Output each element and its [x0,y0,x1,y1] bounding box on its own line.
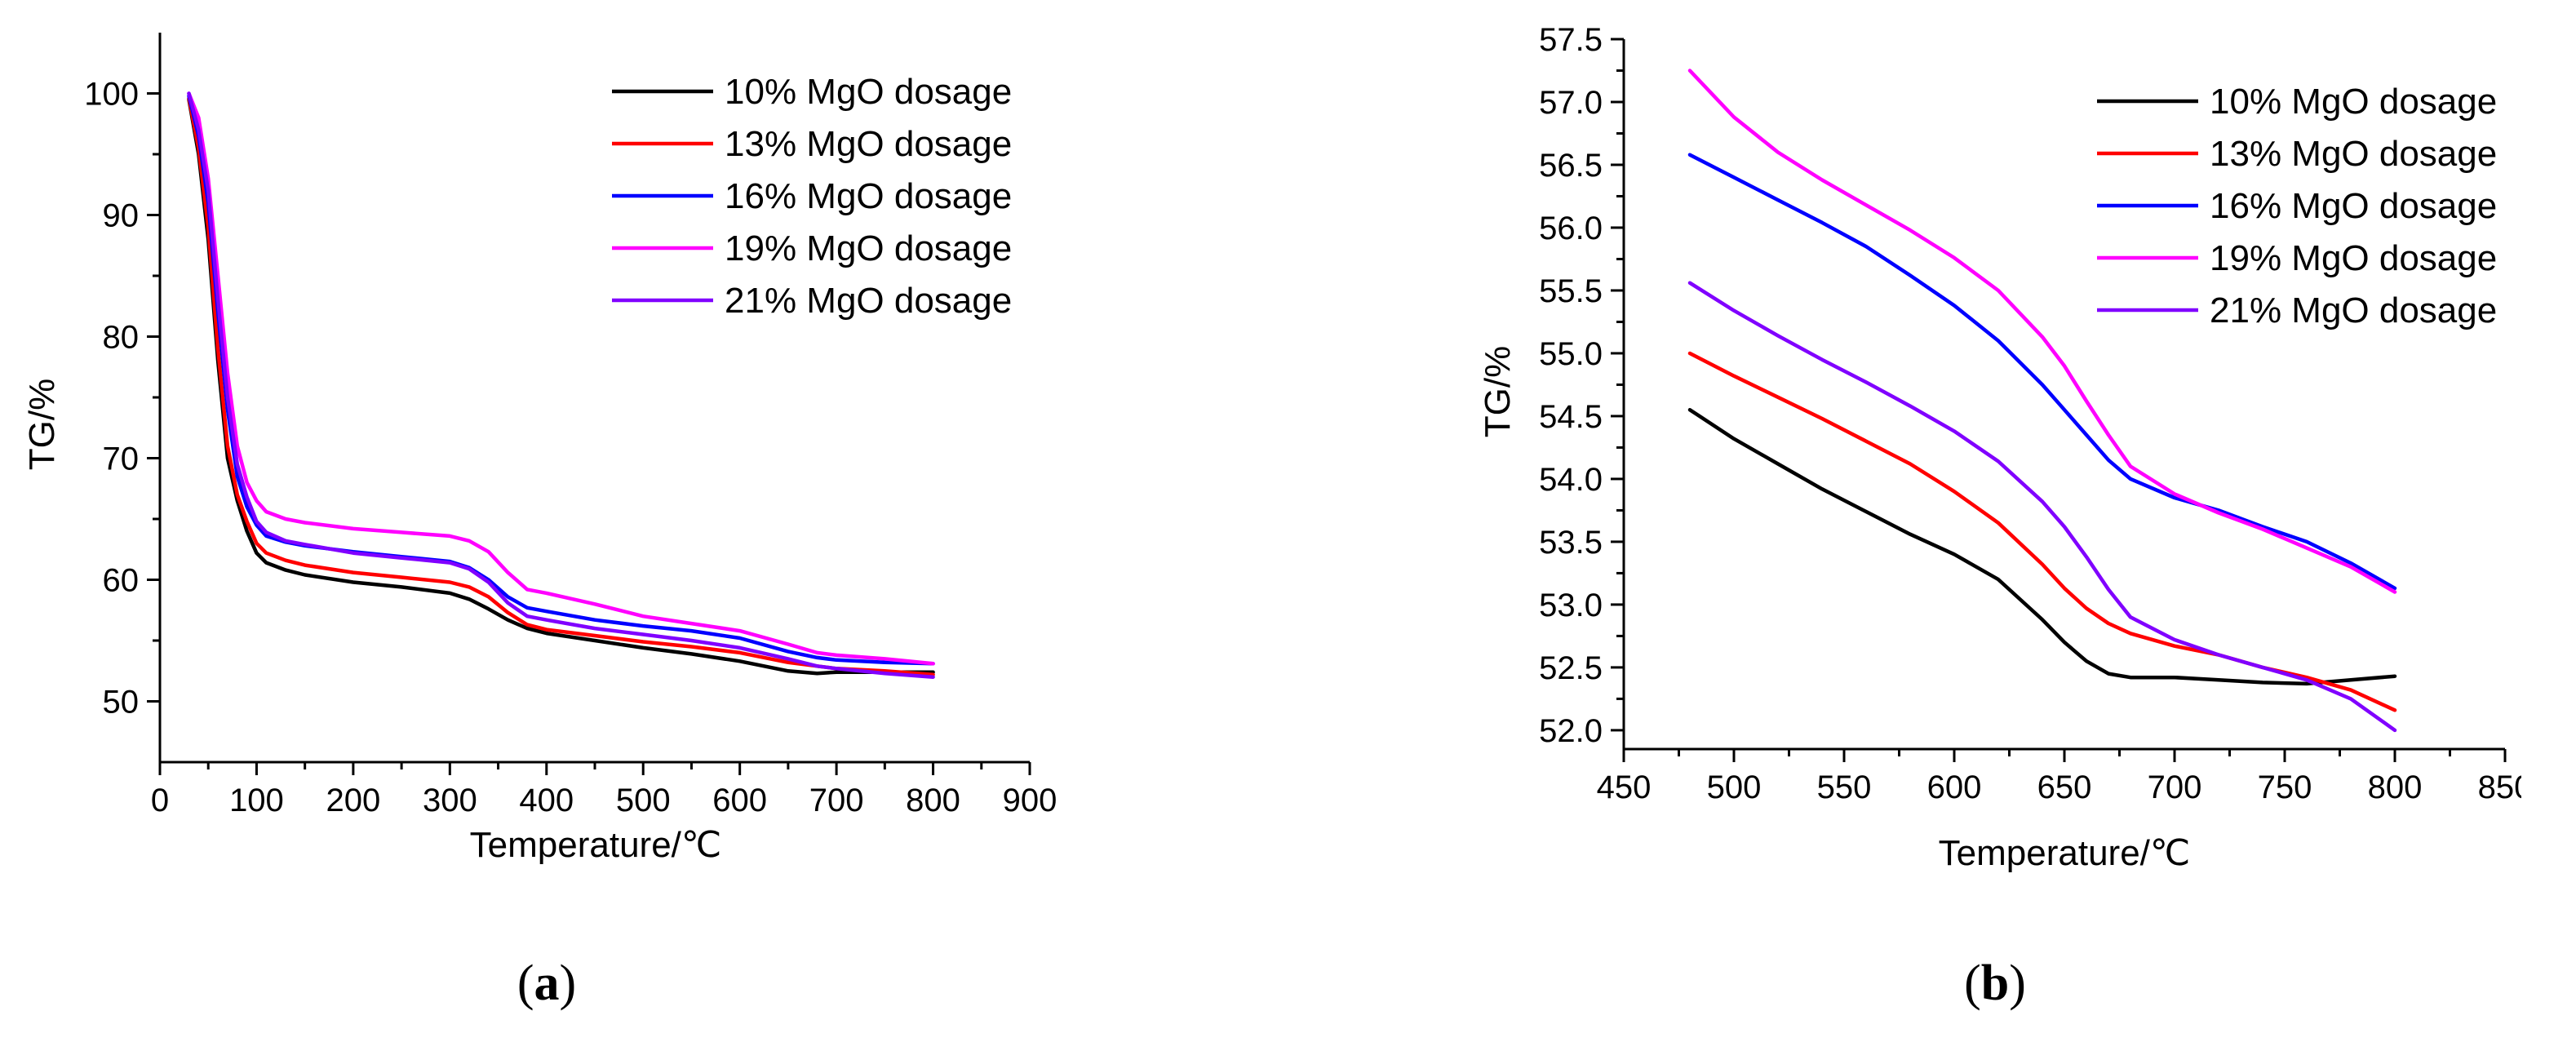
chart-b-xlabel: Temperature/℃ [1939,833,2191,873]
series-line-3 [1687,153,2397,591]
y-tick-label: 60 [103,563,140,599]
x-tick-label: 0 [151,783,169,818]
chart-a-xlabel: Temperature/℃ [470,825,722,865]
chart-b-ticks: 450 500 550 600 650 700 750 800 850 52.0 52.5 53.0 5… [1539,22,2521,805]
y-tick-label: 57.0 [1539,85,1603,121]
x-tick-label: 600 [712,783,767,818]
legend-label: 21% MgO dosage [2210,290,2497,330]
y-tick-label: 55.5 [1539,273,1603,309]
legend-label: 10% MgO dosage [2210,82,2497,122]
chart-b-series [1687,69,2397,733]
series-line-1 [1687,407,2397,686]
y-tick-label: 52.5 [1539,650,1603,686]
legend-label: 16% MgO dosage [2210,186,2497,226]
y-tick-label: 55.0 [1539,336,1603,372]
y-tick-label: 56.0 [1539,211,1603,246]
x-tick-label: 900 [1003,783,1057,818]
x-tick-label: 100 [229,783,284,818]
series-line-5 [187,91,935,679]
x-tick-label: 400 [519,783,574,818]
x-tick-label: 500 [616,783,671,818]
chart-a-ticks: 0 100 200 300 400 500 600 700 800 900 50 60 70 80 90 10… [84,77,1057,819]
legend-label: 10% MgO dosage [725,72,1012,112]
series-line-2 [1687,351,2397,712]
chart-b: 450 500 550 600 650 700 750 800 850 52.0 52.5 53.0 5… [1478,22,2521,873]
panel-label-b-letter: b [1980,956,2010,1011]
legend-label: 19% MgO dosage [725,228,1012,268]
x-tick-label: 700 [2148,769,2202,805]
x-tick-label: 600 [1927,769,1982,805]
chart-a-ylabel: TG/% [22,379,62,470]
chart-a-legend: 10% MgO dosage 13% MgO dosage 16% MgO dosa… [612,72,1012,321]
x-tick-label: 700 [809,783,864,818]
legend-label: 21% MgO dosage [725,281,1012,321]
x-tick-label: 300 [423,783,477,818]
chart-a-series [187,91,935,679]
y-tick-label: 54.0 [1539,462,1603,498]
legend-label: 16% MgO dosage [725,176,1012,216]
panel-label-a: (a) [517,956,577,1011]
series-line-5 [1687,281,2397,733]
x-tick-label: 650 [2037,769,2092,805]
x-tick-label: 450 [1597,769,1652,805]
y-tick-label: 53.0 [1539,588,1603,623]
x-tick-label: 200 [326,783,381,818]
legend-label: 13% MgO dosage [2210,134,2497,174]
legend-label: 19% MgO dosage [2210,238,2497,278]
y-tick-label: 80 [103,320,140,356]
series-line-2 [187,96,935,676]
y-tick-label: 100 [84,77,139,113]
chart-b-legend: 10% MgO dosage 13% MgO dosage 16% MgO dosa… [2097,82,2497,330]
y-tick-label: 52.0 [1539,713,1603,749]
x-tick-label: 800 [906,783,960,818]
panel-label-b: (b) [1964,956,2026,1011]
x-tick-label: 500 [1707,769,1762,805]
y-tick-label: 53.5 [1539,525,1603,561]
panel-label-a-letter: a [534,956,560,1011]
y-tick-label: 70 [103,441,140,477]
x-tick-label: 750 [2258,769,2312,805]
chart-a: 0 100 200 300 400 500 600 700 800 900 50 60 70 80 90 10… [22,33,1057,865]
series-line-4 [187,91,935,666]
y-tick-label: 57.5 [1539,22,1603,58]
chart-b-ylabel: TG/% [1478,346,1518,437]
y-tick-label: 90 [103,198,140,234]
x-tick-label: 850 [2478,769,2521,805]
x-tick-label: 800 [2368,769,2423,805]
legend-label: 13% MgO dosage [725,124,1012,164]
y-tick-label: 50 [103,685,140,721]
y-tick-label: 56.5 [1539,148,1603,184]
x-tick-label: 550 [1817,769,1872,805]
y-tick-label: 54.5 [1539,399,1603,435]
series-line-4 [1687,69,2397,594]
